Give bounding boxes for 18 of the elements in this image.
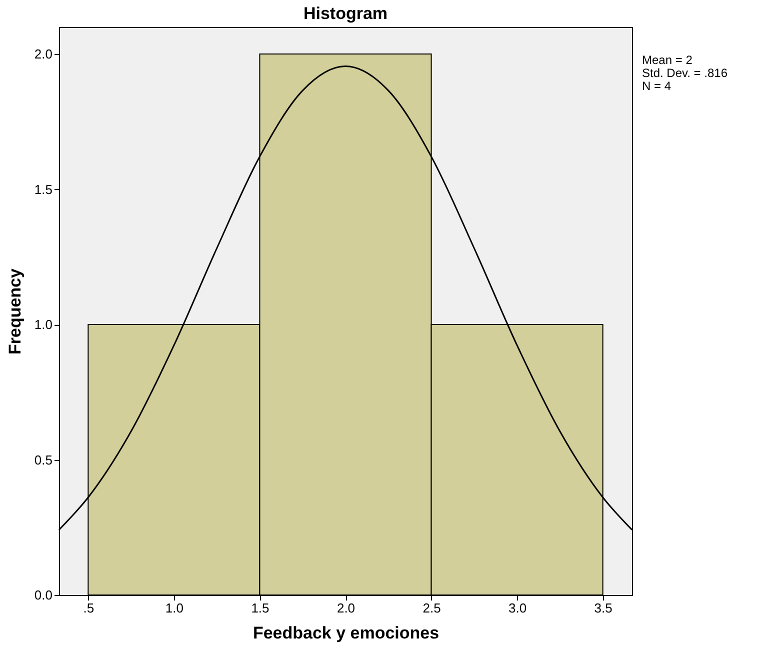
x-tick-label: 2.0 [336,600,356,616]
x-axis-title: Feedback y emociones [252,624,440,642]
x-tick-label: 1.5 [251,600,270,616]
y-axis-title: Frequency [5,268,24,354]
y-tick-label: 0.5 [34,452,52,468]
chart-title: Histogram [303,4,388,23]
x-tick-label: 2.5 [422,600,441,616]
y-tick-label: 1.0 [34,317,52,332]
y-tick-label: 2.0 [34,46,52,62]
text: Std. Dev. = .816 [642,66,728,80]
x-tick-label: 1.0 [165,600,184,616]
y-tick-label: 1.5 [34,182,52,197]
y-tick-label: 0.0 [34,588,52,602]
text: Mean = 2 [642,53,693,67]
x-tick-label: 3.5 [594,600,612,616]
x-tick-label: 3.0 [508,600,527,616]
x-tick-label: .5 [83,600,94,616]
text: N = 4 [642,79,672,93]
